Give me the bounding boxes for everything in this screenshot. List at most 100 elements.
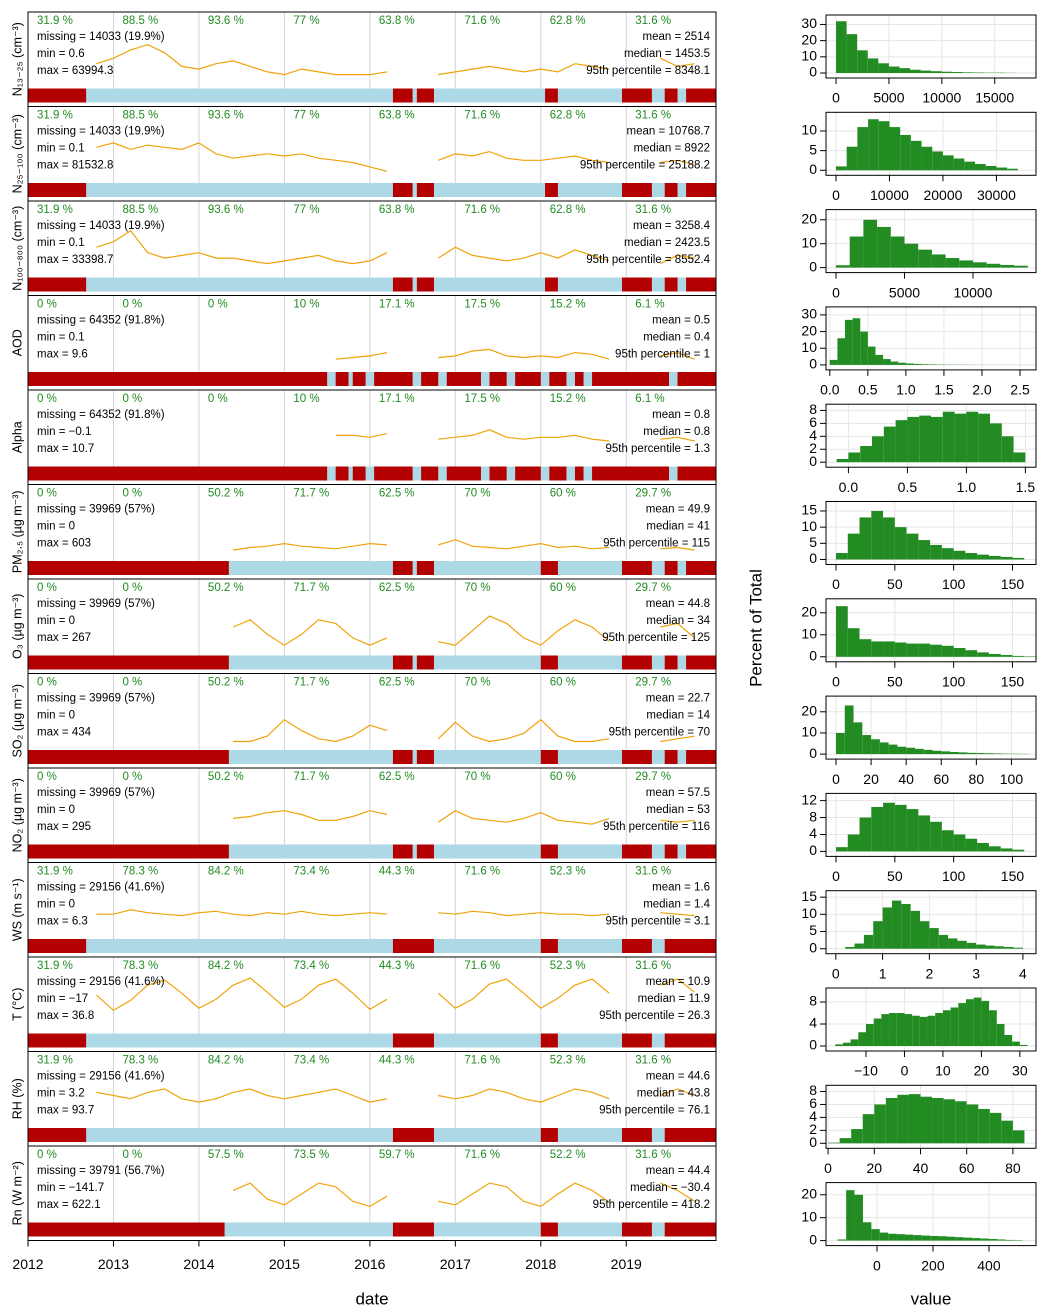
present-segment: [677, 844, 687, 859]
stat-missing: missing = 39969 (57%): [37, 693, 155, 705]
x-tick-label: 100: [942, 868, 966, 884]
histogram-bar: [898, 362, 906, 365]
year-coverage: 78.3 %: [122, 960, 158, 972]
year-coverage: 29.7 %: [635, 677, 671, 689]
histogram-bar: [1004, 1035, 1013, 1046]
histogram-bar: [874, 1104, 886, 1144]
histogram-bar: [965, 838, 978, 852]
histogram-bar: [862, 1222, 872, 1241]
stat-missing: missing = 14033 (19.9%): [37, 126, 165, 138]
histogram-bar: [863, 219, 878, 268]
histogram-bar: [860, 331, 868, 365]
stat-median: median = 0.8: [643, 426, 710, 438]
present-segment: [677, 655, 687, 670]
present-segment: [651, 1033, 665, 1048]
histogram-bar: [920, 70, 932, 73]
histogram-bar: [957, 940, 967, 949]
x-tick-label: 150: [1001, 576, 1025, 592]
present-segment: [506, 466, 516, 481]
present-segment: [651, 88, 665, 103]
year-coverage: 31.9 %: [37, 866, 73, 878]
histogram-bar: [1000, 848, 1013, 852]
present-segment: [327, 466, 336, 481]
series-line: [233, 539, 695, 551]
y-axis-label: N₁₃₋₂₅ (cm⁻³): [10, 22, 24, 96]
histogram-bar: [980, 1238, 989, 1241]
histogram-bar: [853, 722, 863, 755]
year-coverage: 15.2 %: [550, 299, 586, 311]
stat-missing: missing = 14033 (19.9%): [37, 220, 165, 232]
y-axis-label: SO₂ (µg m⁻³): [10, 684, 24, 758]
stat-max: max = 63994.3: [37, 65, 113, 77]
present-segment: [438, 372, 447, 386]
present-segment: [327, 372, 336, 386]
histogram-bar: [972, 262, 987, 268]
stat-missing: missing = 39969 (57%): [37, 598, 155, 610]
y-axis-label: Rn (W m⁻²): [10, 1161, 24, 1225]
stat-mean: mean = 22.7: [646, 693, 710, 705]
present-segment: [348, 466, 353, 481]
histogram-bar: [950, 1007, 959, 1046]
histogram-bar: [932, 1098, 944, 1144]
year-coverage: 77 %: [293, 204, 319, 216]
stat-min: min = −0.1: [37, 426, 91, 438]
y-axis-label: WS (m s⁻¹): [10, 878, 24, 941]
y-axis-label: AOD: [10, 329, 24, 356]
stat-mean: mean = 3258.4: [633, 220, 711, 232]
histogram-bar: [920, 1096, 933, 1144]
histogram-bar: [952, 72, 964, 73]
present-segment: [566, 466, 575, 481]
histogram-bar: [921, 1235, 931, 1241]
stat-p95: 95th percentile = 26.3: [599, 1010, 710, 1022]
histogram-bar: [859, 817, 872, 852]
x-tick-label: 0: [832, 187, 840, 203]
y-tick-label: 2: [809, 1121, 817, 1137]
histogram-bar: [1012, 557, 1025, 560]
histogram-bar: [965, 650, 978, 657]
x-tick-label: 10000: [954, 284, 993, 300]
year-coverage: 88.5 %: [122, 204, 158, 216]
year-coverage: 52.3 %: [550, 960, 586, 972]
histogram-bar: [953, 550, 966, 560]
histogram-bar: [935, 1013, 943, 1046]
histogram-bar: [918, 643, 931, 657]
histogram-bar: [976, 753, 986, 755]
year-coverage: 73.4 %: [293, 866, 329, 878]
stat-p95: 95th percentile = 1: [615, 349, 710, 361]
y-tick-label: 2: [809, 440, 817, 456]
panel-frame: [825, 501, 1037, 565]
year-coverage: 50.2 %: [208, 677, 244, 689]
panel-frame: [825, 890, 1037, 955]
histogram-bar: [966, 999, 974, 1046]
year-coverage: 0 %: [122, 299, 142, 311]
histogram-bar: [850, 1039, 859, 1046]
year-coverage: 71.7 %: [293, 582, 329, 594]
year-coverage: 0 %: [37, 771, 57, 783]
year-coverage: 44.3 %: [379, 1055, 415, 1067]
histogram-bar: [930, 644, 942, 657]
histogram-bar: [847, 533, 860, 560]
y-tick-label: 20: [801, 31, 817, 47]
histogram-bar: [1012, 849, 1025, 852]
panel-frame: [825, 403, 1037, 468]
year-coverage: 93.6 %: [208, 110, 244, 122]
stat-median: median = 34: [646, 615, 710, 627]
x-tick-label: 2016: [354, 1256, 385, 1272]
present-segment: [557, 655, 622, 670]
y-tick-label: 20: [801, 604, 817, 620]
x-tick-label: 0: [832, 868, 840, 884]
histogram-bar: [866, 1024, 874, 1046]
stat-min: min = 0.1: [37, 143, 85, 155]
histogram-bar: [988, 846, 1001, 852]
series-line: [96, 977, 695, 1012]
year-coverage: 71.6 %: [464, 15, 500, 27]
histogram-bar: [873, 921, 883, 949]
histogram-bar: [955, 1237, 964, 1241]
year-coverage: 0 %: [122, 771, 142, 783]
year-coverage: 71.6 %: [464, 960, 500, 972]
year-coverage: 93.6 %: [208, 15, 244, 27]
histogram-bar: [846, 34, 858, 73]
year-coverage: 62.8 %: [550, 15, 586, 27]
histogram-bar: [964, 161, 976, 171]
